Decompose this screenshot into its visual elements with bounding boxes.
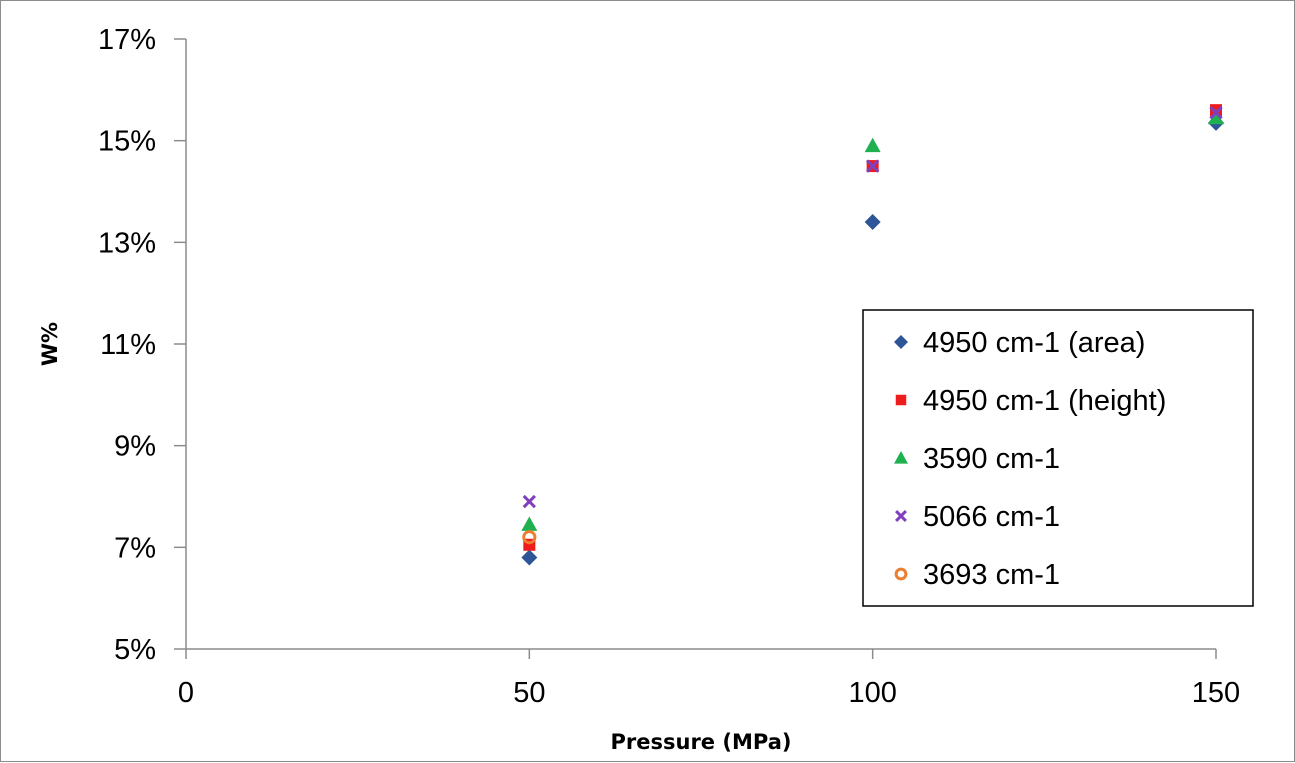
- y-tick-label: 11%: [100, 329, 156, 361]
- data-point-x: [522, 494, 536, 509]
- legend-marker-circle: [894, 567, 908, 581]
- data-points: [521, 104, 1224, 566]
- x-tick-label: 0: [178, 677, 194, 709]
- data-point-triangle: [864, 137, 881, 153]
- legend-entry-label: 5066 cm-1: [923, 501, 1060, 533]
- y-tick-label: 9%: [114, 431, 156, 463]
- legend-entry-label: 3693 cm-1: [923, 559, 1060, 591]
- legend-entry-label: 4950 cm-1 (area): [923, 327, 1145, 359]
- data-point-circle: [522, 530, 537, 545]
- y-tick-label: 5%: [114, 634, 156, 666]
- legend-marker-square: [895, 394, 907, 406]
- data-point-diamond: [864, 214, 881, 230]
- y-axis-title: W%: [38, 322, 62, 366]
- legend: 4950 cm-1 (area) 4950 cm-1 (height) 3590 c…: [862, 309, 1254, 607]
- data-point-diamond: [521, 549, 538, 566]
- data-point-triangle: [521, 516, 538, 531]
- data-point-triangle: [1208, 109, 1224, 125]
- y-ticks: 5% 7% 9% 11% 13% 15% 17%: [98, 24, 186, 666]
- y-tick-label: 15%: [98, 126, 156, 158]
- legend-box: [862, 309, 1254, 607]
- y-tick-label: 17%: [98, 24, 156, 56]
- y-tick-label: 13%: [98, 227, 156, 259]
- data-point-x: [1209, 106, 1223, 120]
- x-tick-label: 150: [1192, 677, 1240, 709]
- x-ticks: 0 50 100 150: [178, 649, 1240, 709]
- legend-marker-diamond: [894, 335, 908, 349]
- data-point-x: [866, 159, 880, 173]
- x-tick-label: 50: [513, 677, 545, 709]
- y-tick-label: 7%: [114, 532, 156, 564]
- x-tick-label: 100: [848, 677, 896, 709]
- legend-entry-label: 4950 cm-1 (height): [923, 385, 1166, 417]
- legend-marker-x: [895, 510, 907, 522]
- x-axis-title: Pressure (MPa): [611, 730, 792, 754]
- legend-marker-triangle: [894, 451, 908, 464]
- legend-entry-label: 3590 cm-1: [923, 443, 1060, 475]
